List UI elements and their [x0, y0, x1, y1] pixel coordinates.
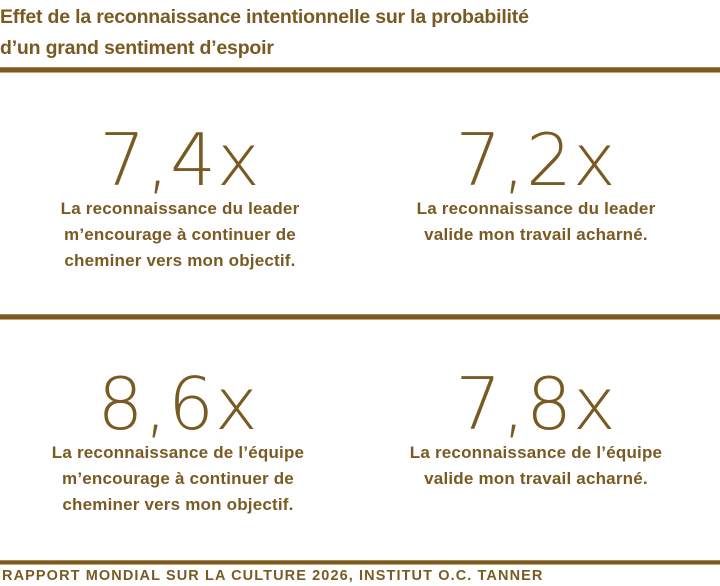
stat-value: 8,6x [97, 362, 259, 446]
desc-line: La reconnaissance de l’équipe [51, 443, 305, 462]
stat-description: La reconnaissance de l’équipe m’encourag… [0, 440, 358, 518]
stat-description: La reconnaissance de l’équipe valide mon… [356, 440, 716, 492]
desc-line: valide mon travail acharné. [424, 469, 648, 488]
divider-bottom [0, 561, 720, 564]
stat-leader-encourage: 7,4x La reconnaissance du leader m’encou… [0, 124, 360, 274]
stat-team-encourage: 8,6x La reconnaissance de l’équipe m’enc… [0, 368, 358, 518]
divider-middle [0, 315, 720, 319]
stat-leader-validate: 7,2x La reconnaissance du leader valide … [356, 124, 716, 248]
stat-value: 7,4x [99, 118, 261, 202]
desc-line: La reconnaissance du leader [60, 199, 300, 218]
title-line-2: d’un grand sentiment d’espoir [0, 37, 274, 59]
stat-description: La reconnaissance du leader valide mon t… [356, 196, 716, 248]
source-footer: RAPPORT MONDIAL SUR LA CULTURE 2026, INS… [2, 568, 544, 584]
desc-line: valide mon travail acharné. [424, 225, 648, 244]
desc-line: La reconnaissance du leader [416, 199, 656, 218]
desc-line: cheminer vers mon objectif. [64, 251, 296, 270]
stat-value: 7,2x [455, 118, 617, 202]
desc-line: m’encourage à continuer de [64, 225, 296, 244]
stat-value: 7,8x [455, 362, 617, 446]
stat-description: La reconnaissance du leader m’encourage … [0, 196, 360, 274]
infographic-title: Effet de la reconnaissance intentionnell… [0, 2, 720, 64]
desc-line: m’encourage à continuer de [62, 469, 294, 488]
title-line-1: Effet de la reconnaissance intentionnell… [0, 6, 529, 28]
divider-top [0, 68, 720, 72]
stat-team-validate: 7,8x La reconnaissance de l’équipe valid… [356, 368, 716, 492]
desc-line: cheminer vers mon objectif. [62, 495, 294, 514]
desc-line: La reconnaissance de l’équipe [409, 443, 663, 462]
